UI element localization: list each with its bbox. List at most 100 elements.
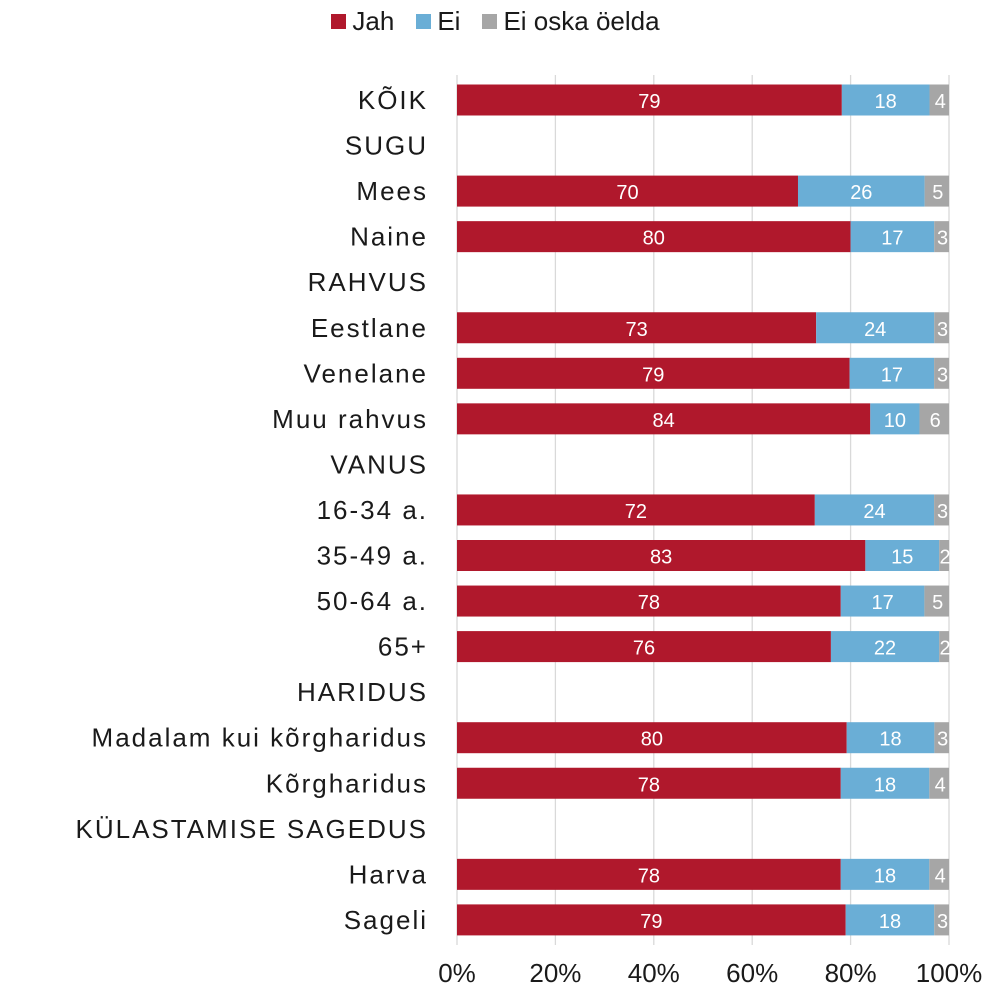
bar-jah [457, 585, 841, 617]
x-tick-label: 100% [916, 958, 983, 988]
bar-ei [814, 494, 935, 526]
legend-item-jah: Jah [331, 6, 394, 37]
data-label-jah: 78 [638, 592, 660, 614]
x-tick-label: 0% [438, 958, 476, 988]
data-label-jah: 78 [638, 865, 660, 887]
category-label: VANUS [330, 449, 428, 479]
data-label-ei-oska-oelda: 3 [937, 729, 948, 751]
data-label-ei: 24 [864, 319, 886, 341]
bar-jah [457, 84, 842, 116]
data-label-ei: 18 [879, 911, 901, 933]
bar-jah [457, 494, 815, 526]
data-label-ei-oska-oelda: 4 [935, 865, 946, 887]
data-label-jah: 76 [633, 638, 655, 660]
x-tick-label: 80% [825, 958, 877, 988]
data-label-ei: 15 [891, 547, 913, 569]
bar-ei [797, 175, 925, 207]
bar-ei [830, 631, 940, 663]
legend-label-jah: Jah [352, 6, 395, 36]
legend-item-ei-oska-oelda: Ei oska öelda [482, 6, 660, 37]
legend-label-ei: Ei [437, 6, 461, 36]
legend: Jah Ei Ei oska öelda [0, 6, 991, 37]
data-label-jah: 84 [653, 410, 675, 432]
category-label: RAHVUS [308, 267, 428, 297]
category-label: 35-49 a. [317, 541, 428, 571]
data-label-ei: 17 [871, 592, 893, 614]
bar-ei-oska-oelda [934, 722, 949, 754]
data-label-ei-oska-oelda: 3 [937, 319, 948, 341]
category-label: KÕIK [358, 85, 428, 115]
data-label-ei-oska-oelda: 3 [937, 911, 948, 933]
bar-jah [457, 904, 846, 936]
bar-ei-oska-oelda [939, 540, 949, 571]
bar-jah [457, 221, 851, 253]
bar-jah [457, 312, 817, 344]
bar-ei [849, 357, 935, 389]
bar-ei-oska-oelda [934, 357, 949, 389]
data-label-jah: 83 [650, 547, 672, 569]
data-label-ei-oska-oelda: 5 [932, 592, 943, 614]
category-label: 65+ [378, 632, 428, 662]
category-label: 16-34 a. [317, 495, 428, 525]
data-label-ei-oska-oelda: 6 [930, 410, 941, 432]
data-label-ei: 24 [863, 501, 885, 523]
category-label: SUGU [345, 131, 428, 161]
data-label-ei-oska-oelda: 2 [940, 547, 951, 569]
bar-jah [457, 722, 847, 754]
bar-ei [840, 585, 925, 617]
data-label-ei: 22 [874, 638, 896, 660]
data-label-ei-oska-oelda: 2 [940, 638, 951, 660]
category-label: Sageli [344, 905, 428, 935]
category-label: Eestlane [311, 313, 428, 343]
legend-swatch-ei-oska-oelda [482, 14, 498, 29]
bar-ei-oska-oelda [924, 585, 949, 617]
category-label: Naine [350, 222, 428, 252]
data-label-jah: 70 [616, 182, 638, 204]
bar-jah [457, 357, 850, 389]
data-label-ei: 18 [875, 91, 897, 113]
category-label: Harva [349, 859, 428, 889]
x-tick-label: 40% [628, 958, 680, 988]
data-label-ei: 17 [881, 364, 903, 386]
bar-ei [865, 540, 940, 571]
bar-ei [840, 858, 930, 890]
bar-ei-oska-oelda [929, 84, 949, 116]
data-label-ei: 26 [850, 182, 872, 204]
data-label-jah: 79 [638, 91, 660, 113]
data-label-jah: 73 [625, 319, 647, 341]
legend-swatch-ei [416, 14, 432, 29]
legend-swatch-jah [331, 14, 347, 29]
category-label: Venelane [304, 358, 428, 388]
bar-ei [845, 904, 935, 936]
data-label-ei-oska-oelda: 3 [937, 501, 948, 523]
category-label: 50-64 a. [317, 586, 428, 616]
data-label-ei-oska-oelda: 3 [937, 364, 948, 386]
bar-ei [850, 221, 935, 253]
bar-ei [846, 722, 935, 754]
bar-ei [840, 767, 930, 799]
x-tick-label: 20% [529, 958, 581, 988]
bar-ei-oska-oelda [919, 403, 949, 435]
category-label: Mees [356, 176, 428, 206]
category-label: Muu rahvus [272, 404, 428, 434]
data-label-ei: 18 [874, 865, 896, 887]
data-label-ei: 18 [879, 729, 901, 751]
bar-ei-oska-oelda [934, 312, 949, 344]
bar-jah [457, 540, 866, 571]
category-label: KÜLASTAMISE SAGEDUS [76, 814, 429, 844]
bar-ei [816, 312, 935, 344]
data-label-jah: 79 [640, 911, 662, 933]
bar-jah [457, 767, 841, 799]
data-label-jah: 80 [641, 729, 663, 751]
bar-ei [841, 84, 930, 116]
category-label: HARIDUS [297, 677, 428, 707]
category-label: Kõrgharidus [266, 768, 428, 798]
bar-ei-oska-oelda [934, 221, 949, 253]
data-label-jah: 72 [625, 501, 647, 523]
data-label-ei: 10 [884, 410, 906, 432]
data-label-jah: 79 [642, 364, 664, 386]
bar-ei-oska-oelda [929, 858, 949, 890]
bar-jah [457, 403, 871, 435]
legend-label-ei-oska-oelda: Ei oska öelda [503, 6, 660, 36]
